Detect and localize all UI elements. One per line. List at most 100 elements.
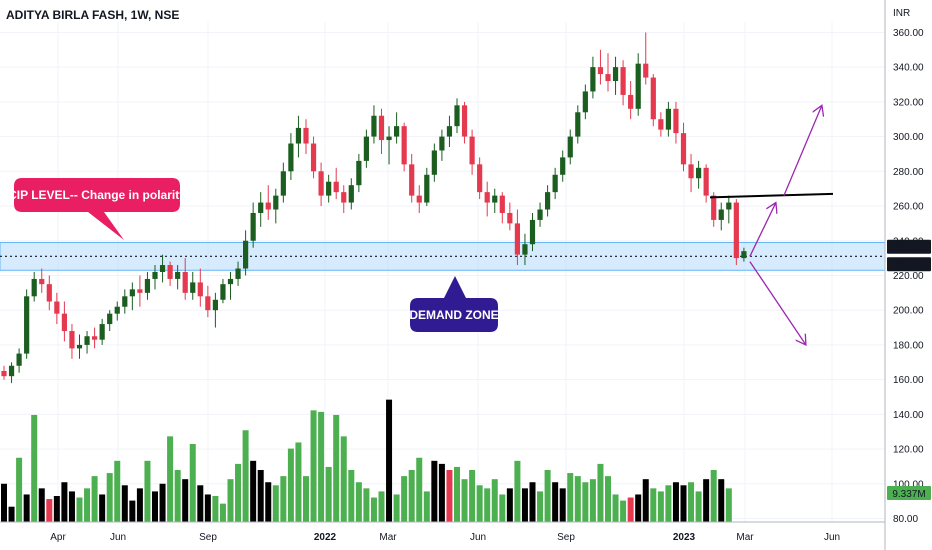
volume-bar	[597, 463, 604, 522]
volume-bar	[431, 460, 438, 522]
candle-body	[288, 143, 294, 172]
candle-body	[167, 265, 173, 279]
candle-body	[114, 306, 120, 314]
candle-body	[326, 181, 332, 196]
x-tick-label: Sep	[557, 532, 575, 543]
volume-bar	[212, 496, 219, 522]
candle-body	[235, 268, 241, 279]
volume-bar	[167, 436, 174, 522]
candle-body	[507, 212, 513, 224]
arrow-down	[749, 261, 806, 345]
volume-bar	[416, 457, 423, 522]
volume-bar	[348, 470, 355, 522]
candle-body	[303, 127, 309, 144]
volume-bar	[333, 414, 340, 522]
candle-body	[575, 112, 581, 137]
volume-bar	[68, 491, 75, 522]
volume-bar	[197, 485, 204, 522]
volume-bar	[280, 476, 287, 522]
candle-body	[484, 192, 490, 203]
x-tick-label: Apr	[50, 532, 66, 543]
volume-bar	[552, 482, 559, 522]
candle-body	[643, 63, 649, 78]
candle-body	[560, 157, 566, 175]
volume-bar	[219, 503, 226, 522]
volume-bar	[544, 470, 551, 522]
candle-body	[159, 265, 166, 272]
candle-body	[84, 336, 90, 345]
candle-body	[348, 185, 354, 203]
x-tick-label: Jun	[470, 532, 486, 543]
volume-bar	[642, 479, 649, 522]
candle-body	[726, 202, 732, 210]
volume-bar	[378, 491, 385, 522]
volume-bar	[152, 491, 158, 522]
candle-body	[363, 136, 369, 161]
resistance-line	[709, 192, 834, 199]
volume-bar	[665, 485, 672, 522]
candle-body	[137, 289, 143, 293]
candle-body	[386, 136, 392, 141]
volume-bar	[423, 491, 430, 522]
volume-bar	[106, 473, 113, 522]
candle-body	[635, 63, 641, 109]
volume-bar	[46, 499, 53, 522]
volume-bar	[454, 466, 460, 522]
candle-body	[258, 202, 264, 213]
candle-body	[477, 164, 483, 193]
candle-body	[61, 313, 67, 332]
volume-bar	[159, 483, 166, 522]
volume-bar	[627, 497, 634, 522]
volume-badge-label: 9.337M	[892, 489, 925, 500]
volume-bar	[635, 494, 642, 522]
volume-bar	[204, 494, 211, 522]
y-tick-label: 280.00	[893, 167, 924, 178]
candle-body	[378, 115, 385, 141]
volume-bar	[23, 494, 30, 522]
candle-body	[182, 272, 188, 293]
volume-bar	[370, 497, 377, 522]
volume-bar	[408, 470, 415, 522]
price-badge	[887, 239, 931, 254]
candle-body	[39, 278, 45, 285]
time-axis[interactable]: Apr Jun Sep 2022 Mar Jun Sep 2023 Mar Jun	[0, 521, 885, 543]
x-tick-label: Jun	[824, 532, 840, 543]
candle-body	[552, 174, 558, 193]
candle-body	[16, 353, 22, 366]
candle-body	[144, 278, 151, 293]
overlays: CIP LEVEL-- Change in polarity DEMAND ZON…	[8, 105, 834, 345]
candle-body	[1, 370, 7, 377]
grid	[0, 22, 885, 522]
price-axis[interactable]: INR 360.00 340.00 320.00 300.00 280.00 260.00 2…	[884, 0, 931, 550]
candle-body	[99, 324, 105, 340]
volume-bar	[506, 488, 513, 522]
candle-body	[703, 167, 709, 196]
volume-bar	[386, 399, 393, 522]
candle-body	[318, 171, 324, 196]
volume-bar	[265, 482, 272, 522]
volume-bar	[242, 430, 249, 522]
x-tick-label: Mar	[736, 532, 754, 543]
volume-bar	[38, 488, 45, 522]
candle-body	[227, 278, 234, 285]
candle-body	[582, 91, 588, 113]
candle-body	[243, 240, 249, 269]
candle-body	[469, 136, 475, 165]
volume-bar	[703, 479, 710, 522]
candle-body	[522, 244, 528, 255]
candle-body	[545, 192, 551, 210]
volume-bar	[567, 473, 574, 522]
candle-body	[461, 105, 468, 137]
volume-bar	[559, 488, 566, 522]
volume-bar	[121, 485, 128, 522]
candle-body	[24, 296, 30, 354]
candle-body	[92, 336, 98, 340]
candle-body	[212, 299, 218, 311]
candle-body	[514, 223, 520, 255]
volume-bar	[250, 460, 257, 522]
y-tick-label: 140.00	[893, 410, 924, 421]
cip-callout-text: CIP LEVEL-- Change in polarity	[8, 188, 186, 202]
candle-body	[696, 167, 702, 179]
candle-body	[220, 284, 226, 300]
